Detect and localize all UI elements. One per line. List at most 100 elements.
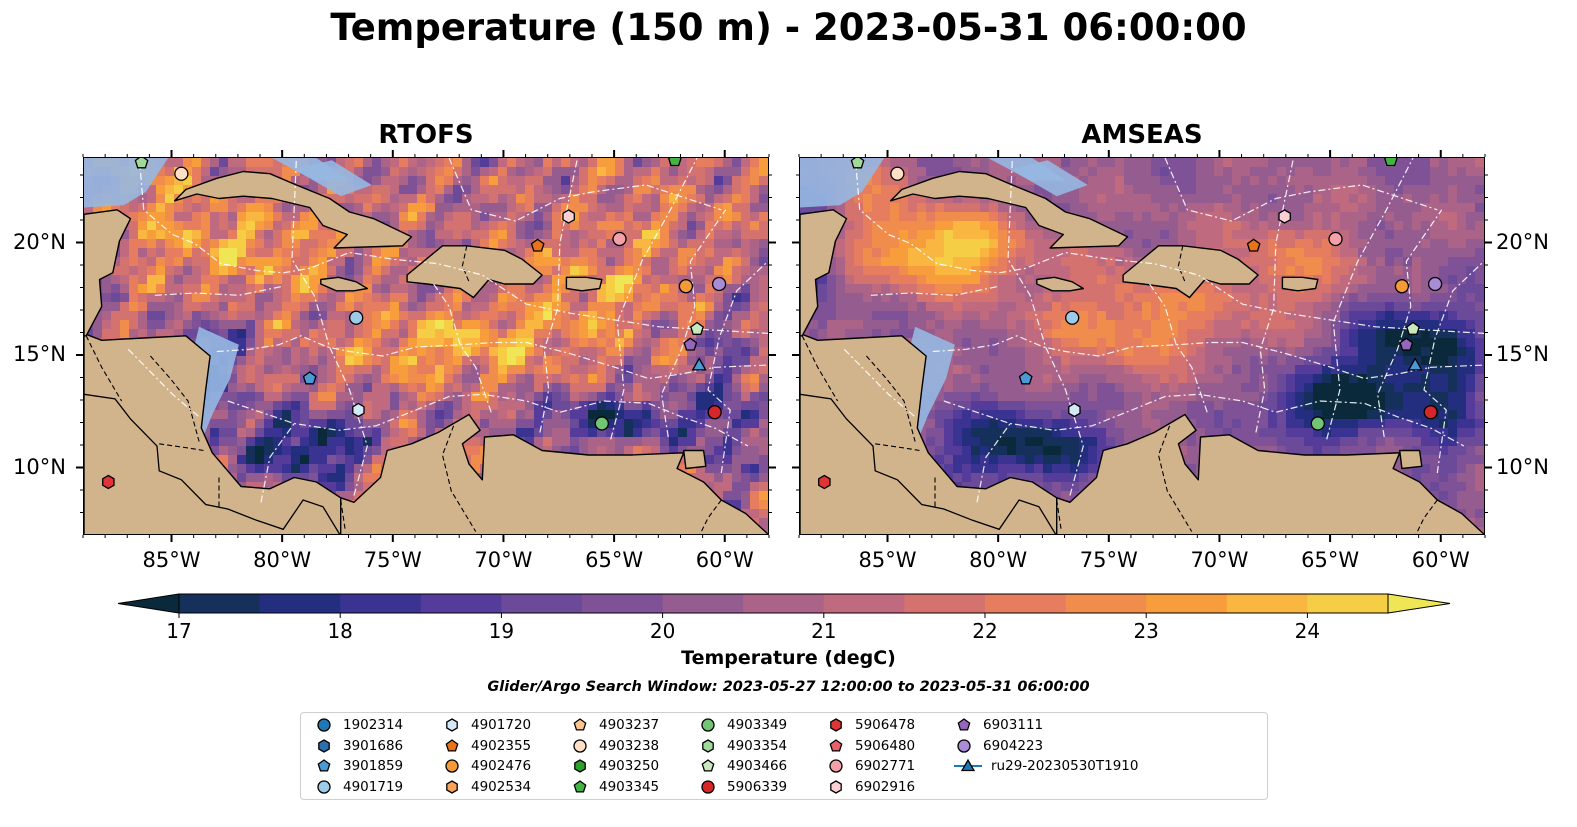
float-marker[interactable] bbox=[1423, 405, 1438, 420]
colorbar-bin bbox=[743, 594, 825, 613]
legend-marker[interactable] bbox=[445, 759, 459, 773]
float-marker[interactable] bbox=[707, 405, 722, 420]
legend-marker[interactable] bbox=[574, 759, 586, 773]
legend-label: 4903250 bbox=[599, 758, 660, 774]
legend-marker[interactable] bbox=[573, 779, 587, 793]
colorbar-tick-label: 20 bbox=[649, 619, 676, 643]
circle-marker-icon bbox=[701, 779, 715, 794]
float-marker[interactable] bbox=[612, 231, 627, 247]
float-marker[interactable] bbox=[690, 321, 704, 335]
legend-marker[interactable] bbox=[829, 738, 843, 752]
legend-marker[interactable] bbox=[957, 738, 971, 753]
legend-label: 4902355 bbox=[471, 737, 532, 754]
colorbar bbox=[117, 593, 1451, 618]
float-marker[interactable] bbox=[667, 158, 682, 167]
pentagon-marker-icon bbox=[573, 718, 587, 731]
legend-marker[interactable] bbox=[701, 759, 715, 772]
float-marker[interactable] bbox=[1328, 231, 1343, 247]
legend-label: 5906339 bbox=[727, 778, 788, 795]
legend-item: 4903354 bbox=[697, 736, 787, 756]
float-marker[interactable] bbox=[1068, 402, 1081, 418]
legend-marker[interactable] bbox=[830, 779, 842, 794]
land-puerto-rico bbox=[1281, 276, 1319, 292]
legend-item: 4902355 bbox=[441, 736, 531, 756]
map-panel-rtofs[interactable] bbox=[83, 157, 769, 535]
float-marker[interactable] bbox=[1427, 276, 1443, 292]
pentagon-marker-icon bbox=[445, 738, 459, 752]
legend-marker[interactable] bbox=[573, 738, 587, 753]
float-marker[interactable] bbox=[530, 238, 545, 252]
float-marker[interactable] bbox=[594, 416, 609, 431]
legend-marker[interactable] bbox=[702, 738, 714, 753]
float-marker[interactable] bbox=[174, 166, 189, 181]
legend-item: 4903466 bbox=[697, 756, 787, 776]
float-marker[interactable] bbox=[134, 158, 149, 169]
land-yucatan bbox=[84, 209, 132, 337]
country-borders bbox=[85, 245, 722, 534]
float-marker[interactable] bbox=[562, 209, 575, 224]
legend-marker[interactable] bbox=[701, 718, 715, 732]
legend-marker[interactable] bbox=[317, 718, 331, 732]
glider-marker[interactable] bbox=[960, 758, 976, 772]
legend-marker[interactable] bbox=[957, 718, 971, 731]
legend-label: 6904223 bbox=[983, 737, 1044, 754]
float-marker[interactable] bbox=[1399, 337, 1414, 351]
float-marker[interactable] bbox=[1018, 371, 1033, 385]
legend-item: ru29-20230530T1910 bbox=[953, 756, 1138, 776]
pentagon-marker-icon bbox=[701, 759, 715, 772]
float-marker[interactable] bbox=[691, 357, 707, 371]
legend-item: 4901719 bbox=[313, 777, 403, 797]
float-marker[interactable] bbox=[1246, 238, 1261, 252]
legend-label: 1902314 bbox=[343, 717, 404, 733]
float-marker[interactable] bbox=[818, 474, 831, 490]
float-marker[interactable] bbox=[1394, 279, 1410, 294]
hexagon-marker-icon bbox=[702, 738, 714, 753]
map-panel-amseas[interactable] bbox=[799, 157, 1485, 535]
float-marker[interactable] bbox=[1278, 209, 1291, 224]
float-marker[interactable] bbox=[1065, 310, 1080, 325]
float-marker[interactable] bbox=[678, 279, 694, 294]
legend-marker[interactable] bbox=[318, 738, 330, 753]
colorbar-extend-high bbox=[1387, 593, 1451, 614]
float-marker[interactable] bbox=[349, 310, 364, 325]
legend: 1902314 3901686 3901859 4901719 4901720 49023… bbox=[300, 712, 1268, 800]
float-marker[interactable] bbox=[1310, 416, 1325, 431]
legend-marker[interactable] bbox=[830, 718, 842, 732]
float-marker[interactable] bbox=[890, 166, 905, 181]
float-marker[interactable] bbox=[850, 158, 865, 169]
float-marker[interactable] bbox=[1407, 357, 1423, 371]
colorbar-tick-label: 23 bbox=[1133, 619, 1159, 643]
float-marker[interactable] bbox=[683, 337, 698, 351]
colorbar-bin bbox=[904, 594, 986, 613]
float-marker[interactable] bbox=[102, 474, 115, 490]
circle-marker-icon bbox=[445, 759, 459, 773]
legend-item: 6902771 bbox=[825, 756, 915, 776]
legend-marker[interactable] bbox=[446, 718, 458, 732]
pentagon-marker-icon bbox=[829, 738, 843, 752]
land-south-america bbox=[340, 413, 768, 534]
land-cuba bbox=[174, 170, 413, 249]
legend-marker[interactable] bbox=[701, 779, 715, 794]
x-tick-label: 80°W bbox=[969, 548, 1028, 572]
legend-label: 4902534 bbox=[471, 778, 532, 795]
float-marker[interactable] bbox=[1406, 321, 1420, 335]
legend-label: 4903238 bbox=[599, 737, 660, 754]
legend-label: 6903111 bbox=[983, 717, 1044, 733]
float-marker[interactable] bbox=[352, 402, 365, 418]
legend-marker[interactable] bbox=[829, 759, 843, 773]
float-marker[interactable] bbox=[302, 371, 317, 385]
x-tick-label: 60°W bbox=[1411, 548, 1470, 572]
legend-marker[interactable] bbox=[573, 718, 587, 731]
search-window-text: Glider/Argo Search Window: 2023-05-27 12… bbox=[487, 679, 1090, 695]
legend-item: 6902916 bbox=[825, 777, 915, 797]
legend-item: 6903111 bbox=[953, 715, 1043, 735]
float-marker[interactable] bbox=[1383, 158, 1398, 167]
float-marker[interactable] bbox=[711, 276, 727, 292]
legend-marker[interactable] bbox=[317, 759, 331, 772]
colorbar-tick-label: 19 bbox=[488, 619, 515, 643]
legend-marker[interactable] bbox=[317, 779, 331, 794]
x-tick-label: 75°W bbox=[363, 548, 422, 572]
legend-marker[interactable] bbox=[446, 779, 458, 794]
colorbar-bin bbox=[662, 594, 744, 613]
legend-marker[interactable] bbox=[445, 738, 459, 752]
